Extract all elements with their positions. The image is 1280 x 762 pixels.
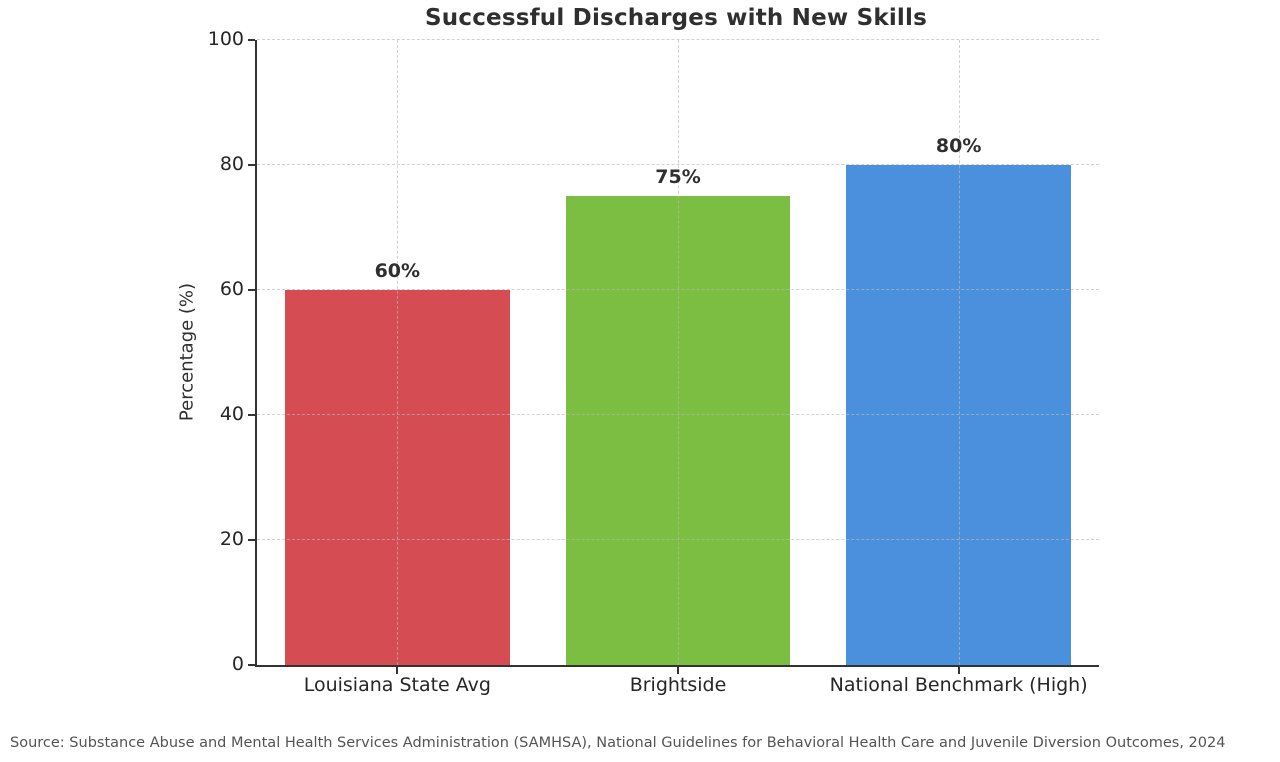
y-tick-label-0: 0	[231, 653, 244, 675]
x-tick-mark-national-benchmark-high	[957, 667, 960, 674]
gridline-h-100	[257, 39, 1099, 40]
y-tick-label-20: 20	[219, 528, 244, 550]
y-axis-label: Percentage (%)	[176, 282, 198, 422]
x-tick-label-louisiana-state-avg: Louisiana State Avg	[303, 674, 491, 696]
y-tick-mark-100	[248, 39, 255, 41]
plot-area: 0 20 40 60 80 100 Louisiana State Avg 60% Bright…	[208, 30, 1099, 695]
y-tick-label-40: 40	[219, 403, 244, 425]
x-tick-mark-brightside	[677, 667, 679, 674]
y-tick-label-60: 60	[219, 278, 244, 300]
bar-brightside	[565, 196, 791, 665]
gridline-v-national-benchmark-high	[958, 40, 960, 665]
y-tick-mark-60	[248, 289, 255, 291]
x-tick-label-brightside: Brightside	[629, 674, 727, 696]
y-tick-mark-0	[248, 664, 255, 666]
bar-value-label-national-benchmark-high: 80%	[935, 135, 982, 157]
bar-value-label-brightside: 75%	[655, 166, 701, 189]
source-note: Source: Substance Abuse and Mental Healt…	[10, 735, 1226, 751]
bar-value-label-louisiana-state-avg: 60%	[374, 260, 421, 282]
gridline-v-louisiana-state-avg	[397, 40, 399, 665]
gridline-v-brightside	[678, 40, 679, 665]
y-tick-label-100: 100	[207, 28, 244, 50]
y-tick-label-80: 80	[219, 153, 244, 175]
y-tick-mark-40	[248, 414, 255, 416]
y-tick-mark-20	[248, 539, 255, 541]
chart-title: Successful Discharges with New Skills	[425, 5, 927, 31]
x-tick-mark-louisiana-state-avg	[396, 667, 399, 674]
y-tick-mark-80	[248, 164, 255, 166]
x-tick-label-national-benchmark-high: National Benchmark (High)	[829, 674, 1088, 696]
